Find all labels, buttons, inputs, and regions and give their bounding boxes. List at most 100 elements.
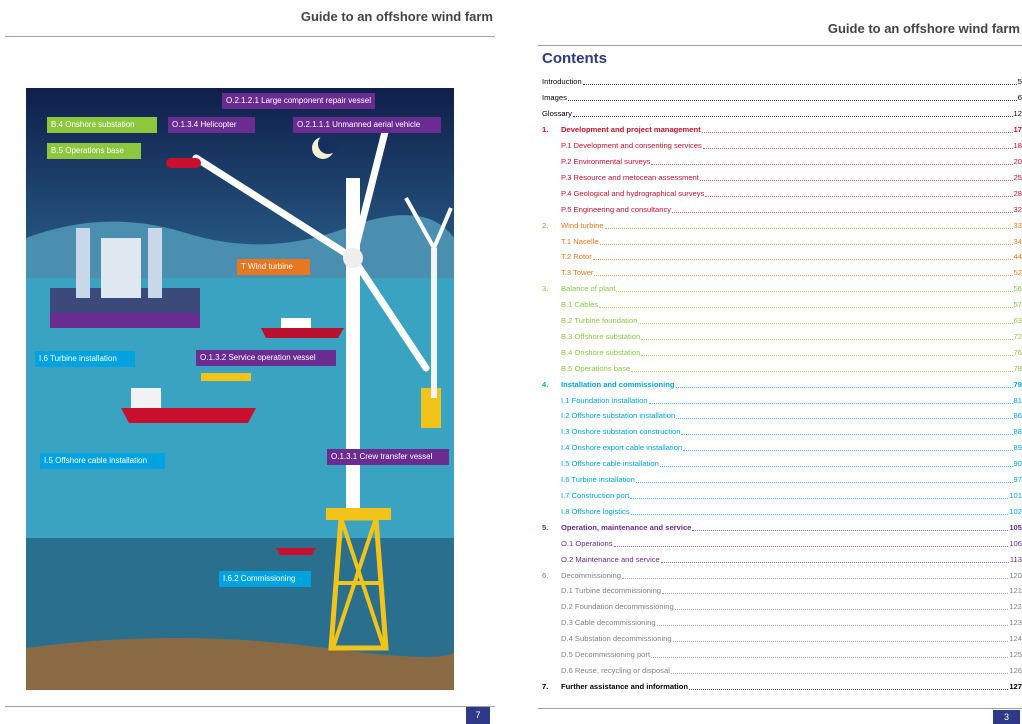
- callout: T Wind turbine: [237, 259, 310, 275]
- toc-title: D.3 Cable decommissioning: [561, 618, 656, 628]
- toc-title: I.4 Onshore export cable installation: [561, 443, 683, 453]
- left-header: Guide to an offshore wind farm: [300, 9, 493, 24]
- toc-row: T.3 Tower 52: [542, 265, 1022, 281]
- toc-row: P.5 Engineering and consultancy 32: [542, 201, 1022, 217]
- toc-page: 88: [1013, 427, 1022, 437]
- section-number: 5.: [542, 522, 549, 532]
- leader: [648, 397, 1013, 404]
- header-rule: [538, 45, 1022, 46]
- callout: B.4 Onshore substation: [47, 117, 157, 133]
- toc-title: D.1 Turbine decommissioning: [561, 586, 662, 596]
- toc-title: O.2 Maintenance and service: [561, 554, 660, 564]
- toc-page: 25: [1013, 172, 1022, 182]
- toc-page: 105: [1009, 522, 1022, 532]
- toc-row: P.2 Environmental surveys 20: [542, 154, 1022, 170]
- toc-title: Development and project management: [561, 125, 701, 135]
- callout: O.2.1.1.1 Unmanned aerial vehicle: [293, 117, 441, 133]
- leader: [635, 476, 1013, 484]
- toc-title: B.5 Operations base: [561, 363, 631, 373]
- toc-row: I.4 Onshore export cable installation 89: [542, 440, 1022, 456]
- toc-row: B.3 Offshore substation 72: [542, 329, 1022, 345]
- toc-row: I.3 Onshore substation construction 88: [542, 424, 1022, 440]
- callout: O.2.1.2.1 Large component repair vessel: [222, 93, 375, 109]
- toc-row: I.7 Construction port 101: [542, 488, 1022, 504]
- leader: [681, 428, 1013, 436]
- toc-row: B.4 Onshore substation 76: [542, 344, 1022, 360]
- toc-page: 90: [1013, 459, 1022, 469]
- toc-title: P.5 Engineering and consultancy: [561, 204, 672, 214]
- toc-row: D.6 Reuse, recycling or disposal 126: [542, 663, 1022, 679]
- toc-page: 44: [1013, 252, 1022, 262]
- toc-row: 7. Further assistance and information 127: [542, 678, 1022, 694]
- toc-page: 5: [1017, 77, 1022, 87]
- toc-row: I.2 Offshore substation installation 86: [542, 408, 1022, 424]
- toc-row: T.2 Rotor 44: [542, 249, 1022, 265]
- toc-page: 126: [1009, 665, 1022, 675]
- toc-page: 6: [1017, 93, 1022, 103]
- toc-page: 102: [1009, 506, 1022, 516]
- toc-row: 1. Development and project management 17: [542, 122, 1022, 138]
- illustration: [26, 88, 454, 690]
- toc-title: Further assistance and information: [561, 681, 689, 691]
- toc-title: Balance of plant: [561, 284, 616, 294]
- toc-title: B.1 Cables: [561, 300, 599, 310]
- toc-title: B.2 Turbine foundation: [561, 316, 638, 326]
- toc-page: 86: [1013, 411, 1022, 421]
- toc-row: B.1 Cables 57: [542, 297, 1022, 313]
- toc-page: 79: [1013, 379, 1022, 389]
- callout: O.1.3.2 Service operation vessel: [196, 350, 336, 366]
- section-number: 3.: [542, 284, 549, 294]
- leader: [675, 381, 1013, 388]
- toc-title: Installation and commissioning: [561, 379, 675, 389]
- toc-title: D.6 Reuse, recycling or disposal: [561, 665, 670, 675]
- toc-title: I.8 Offshore logistics: [561, 506, 630, 516]
- toc-row: D.1 Turbine decommissioning 121: [542, 583, 1022, 599]
- leader: [670, 667, 1009, 674]
- toc-page: 28: [1013, 188, 1022, 198]
- leader: [641, 333, 1013, 340]
- toc-title: P.1 Development and consenting services: [561, 141, 702, 151]
- toc-title: T.2 Rotor: [561, 252, 592, 262]
- toc-page: 57: [1013, 300, 1022, 310]
- toc-page: 34: [1013, 236, 1022, 246]
- leader: [672, 635, 1009, 643]
- toc-title: O.1 Operations: [561, 538, 613, 548]
- toc-page: 12: [1013, 109, 1022, 119]
- section-number: 1.: [542, 125, 549, 135]
- toc-row: 6. Decommissioning 120: [542, 567, 1022, 583]
- toc-row: D.3 Cable decommissioning 123: [542, 615, 1022, 631]
- toc-row: 2. Wind turbine 33: [542, 217, 1022, 233]
- toc-page: 89: [1013, 443, 1022, 453]
- leader: [616, 285, 1013, 293]
- leader: [676, 412, 1013, 420]
- leader: [621, 572, 1009, 579]
- leader: [692, 524, 1009, 531]
- toc-page: 101: [1009, 491, 1022, 501]
- leader: [689, 683, 1009, 690]
- toc-page: 63: [1013, 316, 1022, 326]
- leader: [705, 190, 1013, 197]
- toc-page: 17: [1013, 125, 1022, 135]
- toc-row: D.5 Decommissioning port 125: [542, 647, 1022, 663]
- leader: [656, 619, 1009, 627]
- toc-page: 113: [1009, 554, 1022, 564]
- toc-row: P.1 Development and consenting services 1…: [542, 138, 1022, 154]
- toc-row: I.5 Offshore cable installation 90: [542, 456, 1022, 472]
- toc-title: Operation, maintenance and service: [561, 522, 692, 532]
- leader: [674, 603, 1009, 611]
- toc-row: 5. Operation, maintenance and service 105: [542, 519, 1022, 535]
- toc-row: I.1 Foundation installation 81: [542, 392, 1022, 408]
- leader: [683, 444, 1013, 452]
- toc-page: 121: [1009, 586, 1022, 596]
- toc-page: 122: [1009, 602, 1022, 612]
- section-number: 4.: [542, 379, 549, 389]
- toc-page: 123: [1009, 618, 1022, 628]
- leader: [701, 126, 1013, 134]
- callout: O.1.3.4 Helicopter: [168, 117, 255, 133]
- header-rule: [5, 36, 495, 37]
- toc-title: I.1 Foundation installation: [561, 395, 648, 405]
- toc-row: Introduction 5: [542, 74, 1022, 90]
- leader: [702, 142, 1013, 150]
- toc-row: O.2 Maintenance and service 113: [542, 551, 1022, 567]
- leader: [567, 94, 1017, 102]
